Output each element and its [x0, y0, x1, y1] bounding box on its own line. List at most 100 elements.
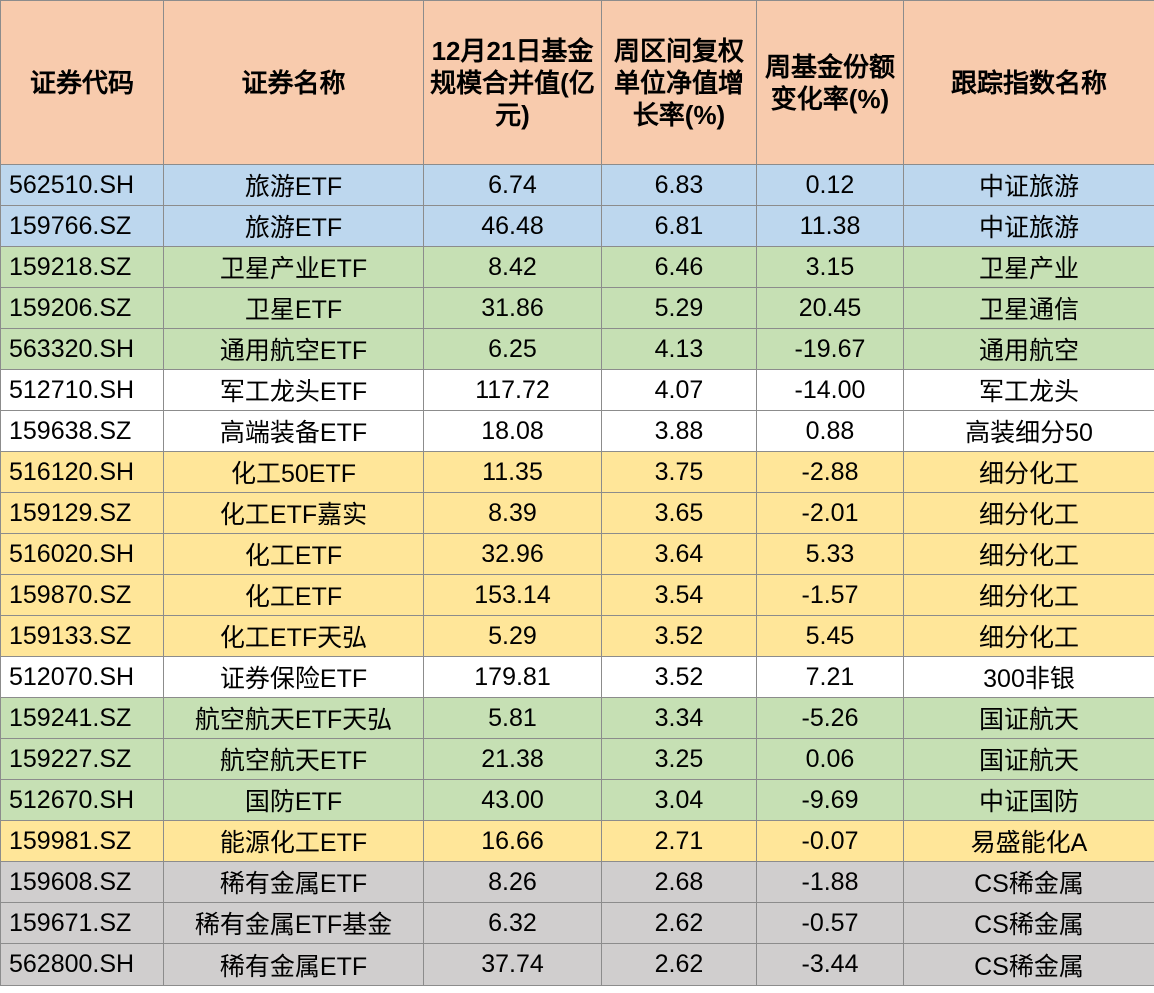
cell-nav-growth: 2.62 — [601, 943, 757, 986]
table-row: 562800.SH 稀有金属ETF 37.74 2.62 -3.44 CS稀金属 — [0, 943, 1154, 986]
cell-security-code: 516020.SH — [0, 533, 164, 575]
table-row: 159206.SZ 卫星ETF 31.86 5.29 20.45 卫星通信 — [0, 287, 1154, 329]
cell-nav-growth: 5.29 — [601, 287, 757, 329]
cell-tracking-index: 细分化工 — [903, 451, 1154, 493]
table-row: 159241.SZ 航空航天ETF天弘 5.81 3.34 -5.26 国证航天 — [0, 697, 1154, 739]
table-row: 512070.SH 证券保险ETF 179.81 3.52 7.21 300非银 — [0, 656, 1154, 698]
cell-fund-scale: 8.39 — [423, 492, 602, 534]
cell-nav-growth: 3.54 — [601, 574, 757, 616]
cell-security-code: 159218.SZ — [0, 246, 164, 288]
cell-share-change: -0.57 — [756, 902, 904, 944]
cell-fund-scale: 43.00 — [423, 779, 602, 821]
header-share-change: 周基金份额变化率(%) — [756, 0, 904, 165]
cell-share-change: 5.45 — [756, 615, 904, 657]
cell-nav-growth: 6.46 — [601, 246, 757, 288]
cell-share-change: -2.88 — [756, 451, 904, 493]
cell-tracking-index: 300非银 — [903, 656, 1154, 698]
cell-nav-growth: 3.75 — [601, 451, 757, 493]
table-row: 563320.SH 通用航空ETF 6.25 4.13 -19.67 通用航空 — [0, 328, 1154, 370]
cell-tracking-index: CS稀金属 — [903, 943, 1154, 986]
header-row: 证券代码 证券名称 12月21日基金规模合并值(亿元) 周区间复权单位净值增长率… — [0, 0, 1154, 165]
cell-fund-scale: 16.66 — [423, 820, 602, 862]
cell-fund-scale: 8.42 — [423, 246, 602, 288]
cell-security-name: 稀有金属ETF — [163, 943, 424, 986]
cell-security-code: 562510.SH — [0, 164, 164, 206]
cell-nav-growth: 6.83 — [601, 164, 757, 206]
cell-security-code: 562800.SH — [0, 943, 164, 986]
table-row: 562510.SH 旅游ETF 6.74 6.83 0.12 中证旅游 — [0, 164, 1154, 206]
cell-security-name: 航空航天ETF — [163, 738, 424, 780]
cell-tracking-index: 中证国防 — [903, 779, 1154, 821]
cell-security-name: 能源化工ETF — [163, 820, 424, 862]
cell-nav-growth: 2.62 — [601, 902, 757, 944]
cell-fund-scale: 37.74 — [423, 943, 602, 986]
cell-tracking-index: 国证航天 — [903, 697, 1154, 739]
table-row: 159638.SZ 高端装备ETF 18.08 3.88 0.88 高装细分50 — [0, 410, 1154, 452]
cell-share-change: -14.00 — [756, 369, 904, 411]
cell-fund-scale: 153.14 — [423, 574, 602, 616]
table-row: 159218.SZ 卫星产业ETF 8.42 6.46 3.15 卫星产业 — [0, 246, 1154, 288]
cell-fund-scale: 31.86 — [423, 287, 602, 329]
cell-tracking-index: 高装细分50 — [903, 410, 1154, 452]
cell-fund-scale: 5.29 — [423, 615, 602, 657]
cell-tracking-index: 卫星通信 — [903, 287, 1154, 329]
cell-security-name: 化工50ETF — [163, 451, 424, 493]
cell-fund-scale: 6.25 — [423, 328, 602, 370]
cell-fund-scale: 5.81 — [423, 697, 602, 739]
cell-share-change: 0.12 — [756, 164, 904, 206]
cell-security-name: 通用航空ETF — [163, 328, 424, 370]
cell-share-change: 7.21 — [756, 656, 904, 698]
cell-security-code: 512070.SH — [0, 656, 164, 698]
cell-share-change: 5.33 — [756, 533, 904, 575]
cell-share-change: -9.69 — [756, 779, 904, 821]
table-row: 159227.SZ 航空航天ETF 21.38 3.25 0.06 国证航天 — [0, 738, 1154, 780]
cell-fund-scale: 46.48 — [423, 205, 602, 247]
cell-nav-growth: 2.71 — [601, 820, 757, 862]
cell-security-code: 563320.SH — [0, 328, 164, 370]
cell-security-code: 159227.SZ — [0, 738, 164, 780]
cell-tracking-index: 细分化工 — [903, 615, 1154, 657]
cell-share-change: -2.01 — [756, 492, 904, 534]
cell-nav-growth: 3.52 — [601, 656, 757, 698]
cell-share-change: 0.88 — [756, 410, 904, 452]
cell-nav-growth: 4.07 — [601, 369, 757, 411]
header-fund-scale: 12月21日基金规模合并值(亿元) — [423, 0, 602, 165]
cell-nav-growth: 2.68 — [601, 861, 757, 903]
cell-fund-scale: 21.38 — [423, 738, 602, 780]
cell-security-name: 卫星ETF — [163, 287, 424, 329]
cell-security-name: 旅游ETF — [163, 164, 424, 206]
cell-security-name: 军工龙头ETF — [163, 369, 424, 411]
cell-security-name: 高端装备ETF — [163, 410, 424, 452]
header-security-code: 证券代码 — [0, 0, 164, 165]
cell-nav-growth: 3.25 — [601, 738, 757, 780]
cell-fund-scale: 32.96 — [423, 533, 602, 575]
cell-security-name: 航空航天ETF天弘 — [163, 697, 424, 739]
table-row: 159870.SZ 化工ETF 153.14 3.54 -1.57 细分化工 — [0, 574, 1154, 616]
cell-tracking-index: CS稀金属 — [903, 861, 1154, 903]
table-row: 159671.SZ 稀有金属ETF基金 6.32 2.62 -0.57 CS稀金属 — [0, 902, 1154, 944]
cell-security-code: 512710.SH — [0, 369, 164, 411]
table-header: 证券代码 证券名称 12月21日基金规模合并值(亿元) 周区间复权单位净值增长率… — [0, 0, 1154, 165]
cell-security-code: 159671.SZ — [0, 902, 164, 944]
table-row: 159133.SZ 化工ETF天弘 5.29 3.52 5.45 细分化工 — [0, 615, 1154, 657]
cell-tracking-index: CS稀金属 — [903, 902, 1154, 944]
cell-share-change: 11.38 — [756, 205, 904, 247]
cell-share-change: -3.44 — [756, 943, 904, 986]
cell-security-name: 化工ETF天弘 — [163, 615, 424, 657]
cell-tracking-index: 中证旅游 — [903, 164, 1154, 206]
cell-nav-growth: 4.13 — [601, 328, 757, 370]
table-row: 512670.SH 国防ETF 43.00 3.04 -9.69 中证国防 — [0, 779, 1154, 821]
cell-tracking-index: 细分化工 — [903, 492, 1154, 534]
cell-tracking-index: 中证旅游 — [903, 205, 1154, 247]
table-row: 516120.SH 化工50ETF 11.35 3.75 -2.88 细分化工 — [0, 451, 1154, 493]
cell-share-change: 3.15 — [756, 246, 904, 288]
cell-security-code: 159870.SZ — [0, 574, 164, 616]
cell-share-change: -5.26 — [756, 697, 904, 739]
cell-share-change: 0.06 — [756, 738, 904, 780]
cell-security-code: 159608.SZ — [0, 861, 164, 903]
cell-share-change: -1.88 — [756, 861, 904, 903]
table-row: 159981.SZ 能源化工ETF 16.66 2.71 -0.07 易盛能化A — [0, 820, 1154, 862]
cell-security-name: 稀有金属ETF基金 — [163, 902, 424, 944]
cell-security-code: 159129.SZ — [0, 492, 164, 534]
